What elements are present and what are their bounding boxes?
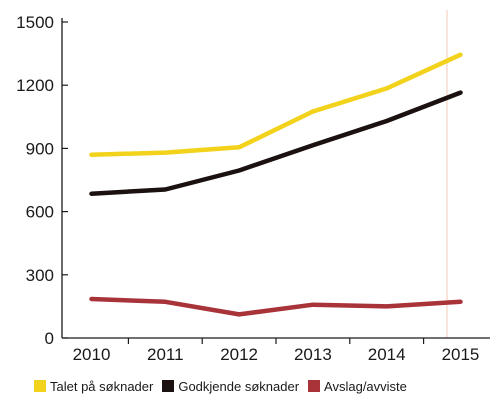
x-tick-label: 2011 xyxy=(147,345,184,364)
legend-label: Avslag/avviste xyxy=(324,378,407,394)
y-tick-label: 900 xyxy=(26,139,54,158)
legend-label: Godkjende søknader xyxy=(178,378,300,394)
x-tick-label: 2014 xyxy=(368,345,406,364)
series-layer xyxy=(89,52,463,317)
y-tick-label: 0 xyxy=(45,329,54,348)
x-tick-label: 2013 xyxy=(294,345,332,364)
y-tick-label: 1200 xyxy=(16,76,54,95)
y-tick-label: 300 xyxy=(26,266,54,285)
legend-label: Talet på søknader xyxy=(50,378,154,394)
legend-item-godkjende: Godkjende søknader xyxy=(162,379,299,394)
axes: 0 300 600 900 1200 1500 2010 2011 2012 2013 2014 20… xyxy=(16,10,490,364)
series-line-1 xyxy=(89,90,463,196)
legend-swatch-icon xyxy=(162,380,175,392)
y-tick-label: 600 xyxy=(26,203,54,222)
x-tick-label: 2015 xyxy=(442,345,480,364)
series-line-2 xyxy=(89,296,463,317)
series-line-0 xyxy=(89,52,463,157)
legend-item-talet: Talet på søknader xyxy=(34,379,153,394)
legend: Talet på søknader Godkjende søknader Avs… xyxy=(34,377,499,395)
legend-item-avslag: Avslag/avviste xyxy=(308,379,407,394)
y-tick-label: 1500 xyxy=(16,13,54,32)
x-tick-label: 2010 xyxy=(73,345,111,364)
x-tick-label: 2012 xyxy=(220,345,258,364)
legend-swatch-icon xyxy=(308,380,321,392)
legend-swatch-icon xyxy=(34,380,46,392)
